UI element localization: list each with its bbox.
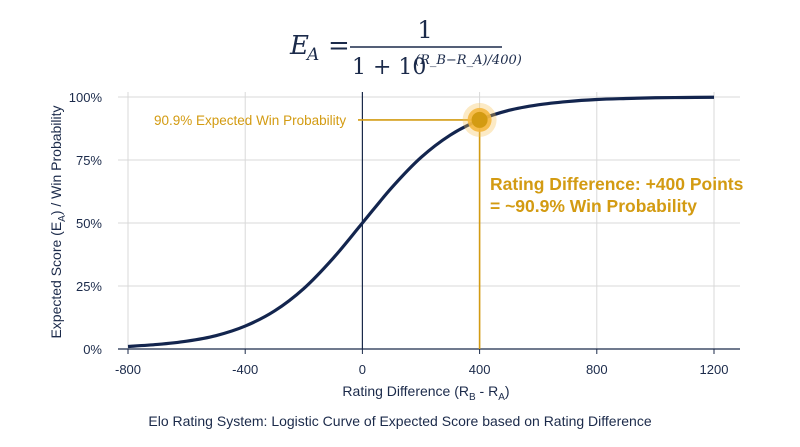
y-tick-label: 50% — [76, 216, 102, 231]
x-tick-label: 800 — [586, 362, 608, 377]
formula-exponent: (R_B−R_A)/400) — [415, 53, 522, 68]
x-tick-label: 1200 — [700, 362, 729, 377]
series-line-expected-score — [127, 95, 715, 349]
chart-caption: Elo Rating System: Logistic Curve of Exp… — [148, 413, 652, 429]
y-axis-title: Expected Score (EA) / Win Probability — [48, 105, 68, 338]
x-tick-label: 0 — [359, 362, 366, 377]
y-tick-label: 75% — [76, 153, 102, 168]
formula-lhs-sub: A — [305, 45, 319, 65]
y-tick-label: 0% — [83, 342, 102, 357]
formula-equals: = — [328, 31, 350, 61]
x-tick-label: -400 — [232, 362, 258, 377]
formula-denominator: 1 + 10 — [352, 55, 426, 80]
annotation-line-1: Rating Difference: +400 Points — [490, 174, 744, 194]
x-tick-label: 400 — [469, 362, 491, 377]
elo-formula: E A = 1 1 + 10 (R_B−R_A)/400) — [289, 16, 522, 80]
annotation-line-2: = ~90.9% Win Probability — [490, 196, 697, 216]
y-tick-label: 100% — [69, 90, 103, 105]
highlight-dot — [471, 111, 488, 128]
formula-numerator: 1 — [417, 16, 432, 44]
highlight-probability-label: 90.9% Expected Win Probability — [154, 113, 346, 128]
tick-labels: -800 -400 0 400 800 1200 0% 25% 50% 75% 100% — [69, 90, 729, 377]
x-tick-label: -800 — [115, 362, 141, 377]
formula-lhs: E — [289, 31, 309, 61]
highlight-guides — [358, 119, 481, 349]
x-axis-title: Rating Difference (RB - RA) — [342, 383, 509, 403]
highlight-point — [462, 102, 497, 137]
chart-grid — [118, 92, 740, 350]
y-tick-label: 25% — [76, 279, 102, 294]
